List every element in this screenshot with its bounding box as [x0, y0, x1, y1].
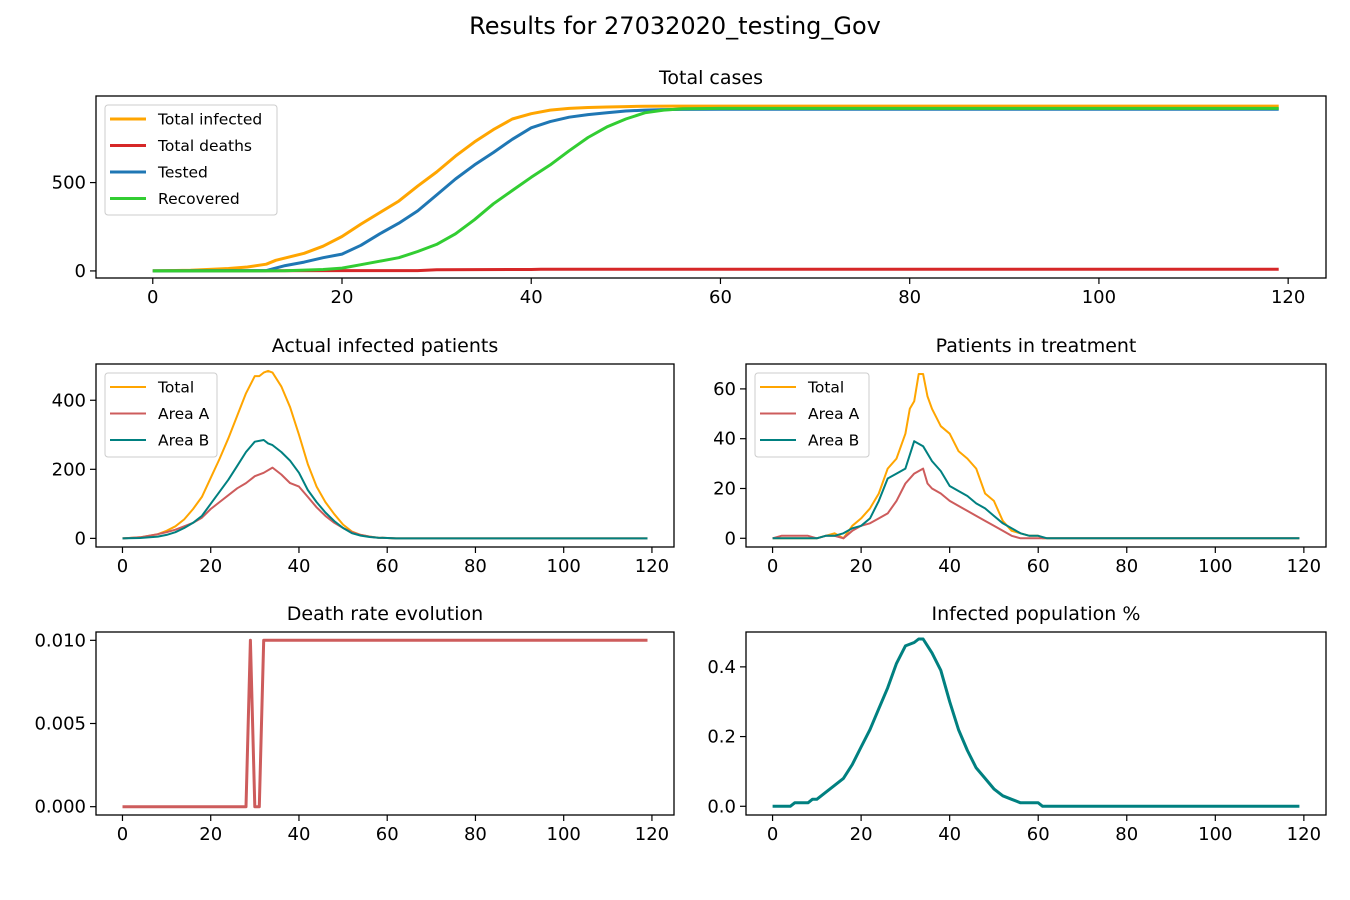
series-line-area-b	[122, 439, 648, 540]
x-tick-label: 100	[1082, 287, 1116, 308]
x-tick-label: 0	[767, 824, 778, 845]
x-tick-label: 80	[1115, 556, 1138, 577]
legend-label: Area B	[808, 432, 859, 450]
x-tick-label: 100	[1198, 556, 1232, 577]
x-tick-label: 60	[1027, 556, 1050, 577]
x-tick-label: 20	[199, 556, 222, 577]
x-tick-label: 40	[288, 556, 311, 577]
x-tick-label: 80	[464, 824, 487, 845]
series-line-tested	[152, 107, 1279, 273]
series-line-area-a	[122, 466, 648, 540]
x-tick-label: 120	[635, 824, 669, 845]
x-tick-label: 80	[898, 287, 921, 308]
x-tick-label: 40	[938, 824, 961, 845]
x-tick-label: 20	[850, 824, 873, 845]
x-tick-label: 40	[938, 556, 961, 577]
x-tick-label: 60	[1027, 824, 1050, 845]
x-tick-label: 120	[635, 556, 669, 577]
x-tick-label: 20	[331, 287, 354, 308]
x-tick-label: 20	[199, 824, 222, 845]
axes-frame	[745, 631, 1327, 816]
y-tick-label: 20	[713, 478, 736, 499]
x-tick-label: 40	[288, 824, 311, 845]
axes-frame	[745, 363, 1327, 548]
chart-title: Death rate evolution	[287, 603, 483, 625]
y-tick-label: 0	[725, 528, 736, 549]
chart-title: Infected population %	[932, 603, 1141, 625]
x-tick-label: 60	[376, 824, 399, 845]
legend-label: Area B	[158, 432, 209, 450]
chart-total: Total cases 0 20 40 60 80 100 120 0 500 Total infe…	[52, 67, 1327, 308]
series-line	[122, 638, 648, 809]
chart-actual: Actual infected patients 0 20 40 60 80 100 120 0…	[52, 335, 675, 577]
legend: Total Area A Area B	[104, 372, 218, 458]
x-tick-label: 80	[1115, 824, 1138, 845]
x-tick-label: 120	[1287, 556, 1321, 577]
y-tick-label: 0.005	[34, 714, 86, 735]
legend: Total infected Total deaths Tested Recovere…	[104, 104, 278, 216]
y-tick-label: 0.4	[707, 657, 736, 678]
y-tick-label: 0.2	[707, 727, 736, 748]
y-tick-label: 0	[75, 261, 86, 282]
x-tick-label: 60	[376, 556, 399, 577]
figure-title: Results for 27032020_testing_Gov	[469, 12, 881, 40]
x-tick-label: 120	[1271, 287, 1305, 308]
axes-frame	[95, 631, 675, 816]
legend-label: Total infected	[157, 111, 262, 129]
axes-frame	[95, 95, 1327, 279]
y-tick-label: 60	[713, 379, 736, 400]
series-line	[772, 637, 1300, 808]
chart-title: Patients in treatment	[936, 335, 1137, 357]
legend: Total Area A Area B	[754, 372, 870, 458]
y-tick-label: 0.010	[34, 630, 86, 651]
x-tick-label: 120	[1287, 824, 1321, 845]
legend-box	[104, 372, 218, 458]
x-tick-label: 0	[117, 824, 128, 845]
y-tick-label: 0.0	[707, 796, 736, 817]
series-line-total-deaths	[152, 267, 1279, 273]
series-line-total-infected	[152, 104, 1279, 273]
series-line-area-b	[772, 440, 1300, 540]
y-tick-label: 0.000	[34, 797, 86, 818]
x-tick-label: 0	[767, 556, 778, 577]
chart-deathrate: Death rate evolution 0 20 40 60 80 100 120 0.000…	[34, 603, 675, 845]
legend-label: Area A	[808, 405, 860, 423]
chart-infpop: Infected population % 0 20 40 60 80 100 120 0.0 0…	[707, 603, 1327, 845]
y-tick-label: 40	[713, 429, 736, 450]
axes-frame	[95, 363, 675, 548]
legend-label: Tested	[157, 164, 208, 182]
legend-label: Recovered	[158, 190, 240, 208]
x-tick-label: 80	[464, 556, 487, 577]
y-tick-label: 400	[52, 390, 86, 411]
legend-label: Total deaths	[157, 137, 252, 155]
legend-label: Total	[807, 379, 844, 397]
legend-box	[104, 104, 278, 216]
x-tick-label: 20	[850, 556, 873, 577]
x-tick-label: 0	[117, 556, 128, 577]
legend-label: Total	[157, 379, 194, 397]
x-tick-label: 100	[1198, 824, 1232, 845]
chart-title: Total cases	[658, 67, 763, 89]
legend-label: Area A	[158, 405, 210, 423]
y-tick-label: 200	[52, 459, 86, 480]
y-tick-label: 500	[52, 173, 86, 194]
legend-box	[754, 372, 870, 458]
x-tick-label: 40	[520, 287, 543, 308]
x-tick-label: 100	[547, 556, 581, 577]
series-line-recovered	[152, 106, 1279, 273]
chart-treatment: Patients in treatment 0 20 40 60 80 100 120 0 20 4…	[713, 335, 1327, 577]
y-tick-label: 0	[75, 528, 86, 549]
chart-title: Actual infected patients	[272, 335, 498, 357]
x-tick-label: 0	[147, 287, 158, 308]
x-tick-label: 100	[547, 824, 581, 845]
x-tick-label: 60	[709, 287, 732, 308]
